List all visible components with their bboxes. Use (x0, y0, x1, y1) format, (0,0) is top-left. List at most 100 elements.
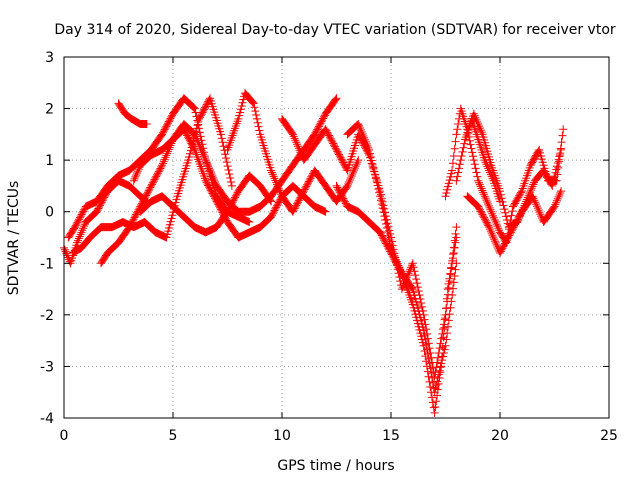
data-point (378, 204, 387, 213)
data-point (554, 155, 563, 164)
data-point (394, 261, 403, 270)
data-point (433, 358, 442, 367)
data-point (481, 216, 490, 225)
data-point (251, 107, 260, 116)
data-point (407, 283, 416, 292)
data-point (314, 124, 323, 133)
data-point (267, 212, 276, 221)
data-point (382, 223, 391, 232)
data-point (493, 222, 502, 231)
data-point (226, 173, 235, 182)
y-tick-label: 3 (45, 50, 54, 66)
data-point (553, 158, 562, 167)
data-point (417, 316, 426, 325)
data-point (369, 163, 378, 172)
data-point (529, 194, 538, 203)
data-point (384, 231, 393, 240)
data-point (78, 226, 87, 235)
data-point (339, 194, 348, 203)
data-point (433, 373, 442, 382)
data-point (217, 134, 226, 143)
data-point (365, 145, 374, 154)
data-point (548, 181, 557, 190)
data-point (537, 212, 546, 221)
data-point (165, 116, 174, 125)
data-point (77, 210, 86, 219)
data-point (420, 315, 429, 324)
data-point (386, 239, 395, 248)
data-point (390, 251, 399, 260)
data-point (526, 186, 535, 195)
data-point (498, 244, 507, 253)
data-point (78, 208, 87, 217)
data-point (133, 169, 142, 178)
data-point (445, 176, 454, 185)
data-point (329, 139, 338, 148)
data-point (446, 172, 455, 181)
data-point (195, 113, 204, 122)
data-point (232, 190, 241, 199)
data-point (328, 137, 337, 146)
data-point (376, 229, 385, 238)
data-point (426, 364, 435, 373)
data-point (513, 215, 522, 224)
data-point (479, 212, 488, 221)
data-point (397, 267, 406, 276)
data-point (79, 224, 88, 233)
x-axis-label: GPS time / hours (277, 458, 394, 474)
data-point (223, 207, 232, 216)
data-point (480, 156, 489, 165)
data-point (475, 205, 484, 214)
data-point (516, 188, 525, 197)
data-point (363, 141, 372, 150)
data-point (292, 138, 301, 147)
data-point (128, 216, 137, 225)
data-point (160, 125, 169, 134)
data-point (132, 170, 141, 179)
data-point (210, 175, 219, 184)
data-point (553, 194, 562, 203)
data-point (199, 106, 208, 115)
data-point (536, 210, 545, 219)
data-point (528, 192, 537, 201)
data-point (379, 234, 388, 243)
data-point (367, 156, 376, 165)
data-point (447, 264, 456, 273)
data-point (442, 189, 451, 198)
data-point (165, 220, 174, 229)
data-point (203, 99, 212, 108)
data-point (158, 159, 167, 168)
data-point (167, 214, 176, 223)
data-point (316, 119, 325, 128)
data-point (249, 99, 258, 108)
data-point (475, 122, 484, 131)
data-point (194, 140, 203, 149)
y-tick-label: -4 (40, 411, 54, 427)
data-point (330, 142, 339, 151)
data-point (180, 126, 189, 135)
data-point (157, 162, 166, 171)
data-point (556, 149, 565, 158)
data-point (491, 218, 500, 227)
data-point (447, 169, 456, 178)
data-point (268, 170, 277, 179)
data-point (417, 298, 426, 307)
data-point (412, 300, 421, 309)
data-point (449, 278, 458, 287)
data-point (332, 181, 341, 190)
data-point (74, 216, 83, 225)
data-point (294, 144, 303, 153)
data-point (138, 197, 147, 206)
data-point (155, 166, 164, 175)
data-point (270, 174, 279, 183)
data-point (216, 130, 225, 139)
data-point (298, 188, 307, 197)
data-point (207, 187, 216, 196)
data-point (503, 234, 512, 243)
data-point (269, 172, 278, 181)
data-point (338, 156, 347, 165)
data-point (228, 198, 237, 207)
data-point (475, 178, 484, 187)
data-point (340, 161, 349, 170)
data-point (435, 366, 444, 375)
